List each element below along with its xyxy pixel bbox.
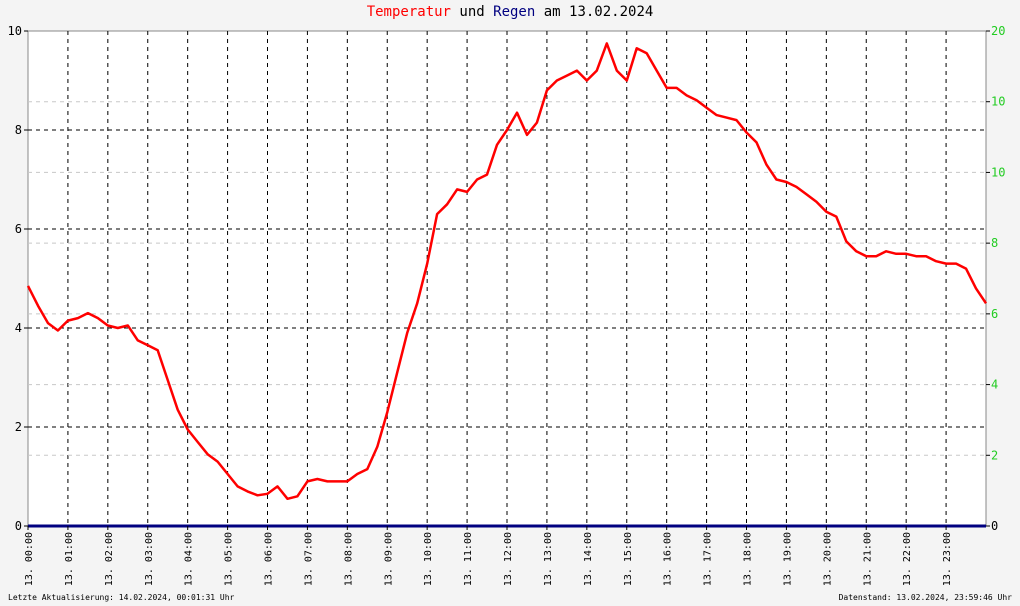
x-tick-label: 13. 23:00 <box>942 532 953 586</box>
y-axis-right: 0 2 4 6 8 10 10 20 <box>986 24 1005 533</box>
x-tick-label: 13. 01:00 <box>64 532 75 586</box>
y-right-tick-label: 4 <box>991 378 998 392</box>
y-left-tick-label: 6 <box>15 222 22 236</box>
x-tick-label: 13. 16:00 <box>663 532 674 586</box>
footer-last-update: Letzte Aktualisierung: 14.02.2024, 00:01… <box>8 593 235 602</box>
y-left-tick-label: 8 <box>15 123 22 137</box>
y-right-tick-label: 0 <box>991 519 998 533</box>
title-temperature: Temperatur <box>366 4 451 20</box>
x-tick-label: 13. 04:00 <box>184 532 195 586</box>
x-tick-label: 13. 12:00 <box>503 532 514 586</box>
x-tick-label: 13. 17:00 <box>703 532 714 586</box>
grid <box>28 31 986 526</box>
title-rain: Regen <box>493 4 536 20</box>
title-date: am 13.02.2024 <box>535 4 654 20</box>
y-left-tick-label: 4 <box>15 321 22 335</box>
x-tick-label: 13. 21:00 <box>862 532 873 586</box>
y-right-tick-label: 2 <box>991 448 998 462</box>
x-tick-label: 13. 09:00 <box>383 532 394 586</box>
y-left-tick-label: 0 <box>15 519 22 533</box>
x-tick-label: 13. 18:00 <box>743 532 754 586</box>
y-left-tick-label: 10 <box>8 24 22 38</box>
x-tick-label: 13. 22:00 <box>902 532 913 586</box>
x-axis: 13. 00:00 13. 01:00 13. 02:00 13. 03:00 13. … <box>24 526 953 586</box>
y-axis-left: 0 2 4 6 8 10 <box>8 24 28 533</box>
title-and: und <box>450 4 494 20</box>
x-tick-label: 13. 14:00 <box>583 532 594 586</box>
chart-title: Temperatur und Regen am 13.02.2024 <box>0 4 1020 20</box>
y-right-tick-label: 20 <box>991 24 1005 38</box>
x-tick-label: 13. 10:00 <box>423 532 434 586</box>
x-tick-label: 13. 11:00 <box>463 532 474 586</box>
y-right-tick-label: 10 <box>991 95 1005 109</box>
x-tick-label: 13. 15:00 <box>623 532 634 586</box>
y-right-tick-label: 8 <box>991 236 998 250</box>
x-tick-label: 13. 13:00 <box>543 532 554 586</box>
x-tick-label: 13. 02:00 <box>104 532 115 586</box>
x-tick-label: 13. 08:00 <box>343 532 354 586</box>
y-right-tick-label: 10 <box>991 165 1005 179</box>
y-left-tick-label: 2 <box>15 420 22 434</box>
footer-data-state: Datenstand: 13.02.2024, 23:59:46 Uhr <box>838 593 1012 602</box>
x-tick-label: 13. 07:00 <box>303 532 314 586</box>
x-tick-label: 13. 05:00 <box>224 532 235 586</box>
x-tick-label: 13. 00:00 <box>24 532 35 586</box>
series-line-temperatur <box>26 42 988 501</box>
y-right-tick-label: 6 <box>991 307 998 321</box>
x-tick-label: 13. 19:00 <box>782 532 793 586</box>
x-tick-label: 13. 03:00 <box>144 532 155 586</box>
x-tick-label: 13. 06:00 <box>264 532 275 586</box>
x-tick-label: 13. 20:00 <box>822 532 833 586</box>
